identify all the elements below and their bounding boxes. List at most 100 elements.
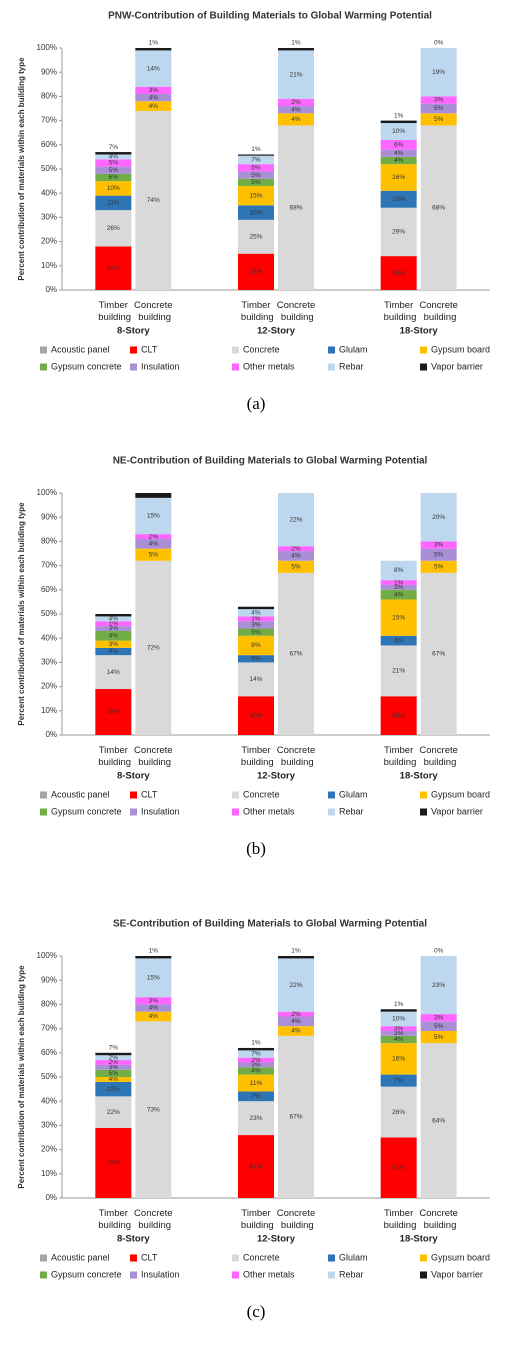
legend-label: Glulam	[339, 344, 368, 354]
bar-segment	[95, 640, 132, 648]
legend-swatch	[232, 346, 239, 354]
segment-label: 14%	[107, 669, 120, 676]
segment-label: 5%	[109, 160, 119, 167]
bar-segment	[380, 1074, 417, 1087]
y-tick-label: 50%	[41, 164, 57, 173]
segment-label: 3%	[251, 1062, 261, 1069]
segment-label: 4%	[251, 1068, 261, 1075]
segment-label: 22%	[289, 516, 302, 523]
caption: (c)	[247, 1302, 266, 1321]
bar-segment	[380, 584, 417, 590]
segment-label: 38%	[107, 709, 120, 716]
legend-swatch	[40, 808, 47, 816]
bar-segment	[238, 171, 274, 179]
bar-segment	[238, 628, 274, 636]
legend-label: Other metals	[243, 361, 295, 371]
legend-swatch	[420, 808, 427, 816]
legend-label: Concrete	[243, 344, 280, 354]
bar-segment	[380, 256, 417, 290]
bar-segment	[278, 958, 314, 1012]
bar-segment	[95, 1055, 132, 1061]
bar-segment	[420, 48, 457, 97]
bar-segment	[135, 1011, 172, 1022]
y-tick-label: 0%	[45, 1193, 57, 1202]
legend-swatch	[328, 363, 335, 371]
legend-swatch	[232, 808, 239, 816]
segment-label: 1%	[394, 579, 404, 586]
bar-segment	[278, 1011, 314, 1017]
bar-segment	[420, 1031, 457, 1044]
legend-label: Glulam	[339, 789, 368, 799]
bar-segment	[238, 1050, 274, 1058]
bar-segment	[278, 98, 314, 107]
segment-label: 5%	[434, 1034, 444, 1041]
segment-label: 15%	[249, 192, 262, 199]
y-tick-label: 100%	[37, 488, 57, 497]
legend-label: Insulation	[141, 1269, 180, 1279]
segment-label: 1%	[291, 948, 301, 955]
segment-label: 1%	[291, 40, 301, 47]
segment-label: 1%	[394, 1001, 404, 1008]
segment-label: 10%	[392, 1016, 405, 1023]
legend-swatch	[420, 346, 427, 354]
bar-segment	[380, 120, 417, 124]
segment-label: 3%	[394, 1025, 404, 1032]
bar-segment	[135, 110, 172, 290]
legend-label: Vapor barrier	[431, 1269, 483, 1279]
bar-segment	[238, 1135, 274, 1198]
y-tick-label: 70%	[41, 116, 57, 125]
legend-label: Concrete	[243, 1252, 280, 1262]
segment-label: 5%	[109, 167, 119, 174]
segment-label: 2%	[291, 545, 301, 552]
segment-label: 14%	[249, 676, 262, 683]
segment-label: 5%	[251, 179, 261, 186]
y-tick-label: 10%	[41, 706, 57, 715]
y-tick-label: 20%	[41, 1145, 57, 1154]
y-tick-label: 40%	[41, 633, 57, 642]
bar-segment	[135, 497, 172, 535]
segment-label: 31%	[392, 1164, 405, 1171]
bar-segment	[420, 548, 457, 561]
bar-segment	[420, 572, 457, 735]
y-tick-label: 80%	[41, 537, 57, 546]
legend-swatch	[40, 791, 47, 799]
bar-segment	[135, 48, 172, 51]
segment-label: 5%	[434, 1023, 444, 1030]
segment-label: 4%	[149, 1005, 159, 1012]
y-tick-label: 80%	[41, 92, 57, 101]
bar-segment	[95, 647, 132, 656]
group-label: 18-Story	[400, 771, 439, 782]
legend-swatch	[328, 1271, 335, 1279]
segment-label: 4%	[109, 1076, 119, 1083]
segment-label: 20%	[392, 270, 405, 277]
segment-label: 14%	[147, 65, 160, 72]
bar-segment	[420, 560, 457, 573]
bar-segment	[95, 630, 132, 641]
legend-label: Other metals	[243, 806, 295, 816]
segment-label: 4%	[109, 632, 119, 639]
group-label: 8-Story	[117, 771, 150, 782]
segment-label: 3%	[251, 622, 261, 629]
y-tick-label: 30%	[41, 658, 57, 667]
y-tick-label: 60%	[41, 585, 57, 594]
bar-segment	[238, 185, 274, 206]
segment-label: 2%	[149, 533, 159, 540]
y-tick-label: 50%	[41, 1072, 57, 1081]
segment-label: 0%	[434, 40, 444, 47]
bar-segment	[135, 534, 172, 539]
segment-label: 7%	[109, 1045, 119, 1052]
segment-label: 5%	[251, 172, 261, 179]
segment-label: 1%	[251, 616, 261, 623]
x-tick-label: Concrete building	[134, 300, 173, 323]
segment-label: 64%	[432, 1117, 445, 1124]
bar-segment	[238, 219, 274, 254]
bar-segment	[278, 560, 314, 573]
segment-label: 74%	[147, 197, 160, 204]
segment-label: 4%	[149, 103, 159, 110]
bar-segment	[95, 655, 132, 690]
y-axis-label: Percent contribution of materials within…	[17, 965, 26, 1189]
y-tick-label: 60%	[41, 1048, 57, 1057]
segment-label: 7%	[251, 1093, 261, 1100]
bar-segment	[238, 635, 274, 656]
